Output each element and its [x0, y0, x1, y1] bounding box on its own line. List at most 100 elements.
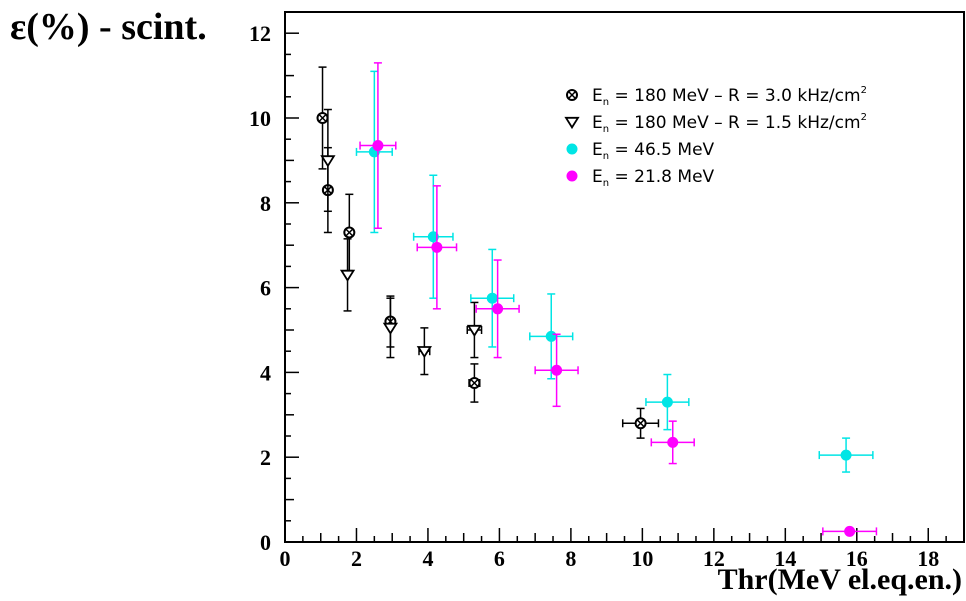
marker-triangle [320, 155, 336, 168]
point-marker [844, 525, 856, 537]
legend-entry: En = 180 MeV – R = 3.0 kHz/cm2 [566, 85, 867, 108]
data-point [645, 373, 690, 431]
legend-marker [564, 116, 580, 130]
x-tick-label: 10 [631, 546, 653, 571]
point-marker [339, 269, 356, 282]
marker-dot [566, 170, 578, 182]
point-marker [545, 330, 557, 342]
point-marker [431, 241, 443, 253]
point-marker [661, 396, 673, 408]
legend-entry: En = 46.5 MeV [566, 140, 715, 162]
y-tick-label: 4 [260, 360, 271, 385]
marker-dot [372, 140, 384, 152]
marker-dot [667, 436, 679, 448]
marker-dot [492, 303, 504, 315]
data-point [412, 174, 454, 299]
marker-dot [566, 143, 578, 155]
x-tick-label: 4 [422, 546, 433, 571]
data-point [416, 185, 458, 310]
legend-label: En = 21.8 MeV [592, 167, 715, 189]
data-point [339, 238, 356, 312]
point-marker [840, 449, 852, 461]
marker-cross [636, 419, 645, 428]
x-tick-label: 6 [494, 546, 505, 571]
data-point [316, 66, 329, 170]
y-tick-label: 0 [260, 530, 271, 555]
marker-dot [486, 292, 498, 304]
legend-marker [566, 143, 578, 155]
data-point [650, 420, 695, 465]
point-marker [427, 231, 439, 243]
data-point [466, 301, 483, 359]
point-marker [667, 436, 679, 448]
x-tick-label: 16 [846, 546, 868, 571]
series-4 [359, 62, 878, 537]
series-2 [320, 108, 483, 376]
marker-dot [844, 525, 856, 537]
marker-dot [551, 364, 563, 376]
legend-entry: En = 21.8 MeV [566, 167, 715, 189]
data-point [416, 327, 432, 376]
point-marker [634, 417, 647, 430]
point-marker [551, 364, 563, 376]
data-point [621, 407, 660, 439]
x-tick-label: 14 [774, 546, 796, 571]
marker-triangle [416, 346, 432, 359]
data-point [382, 297, 399, 359]
y-tick-label: 2 [260, 445, 271, 470]
point-marker [416, 346, 432, 359]
point-marker [466, 324, 483, 338]
marker-triangle [466, 324, 483, 338]
axes: 0 2 4 6 8 10 12 14 16 18 0 2 4 6 8 10 12 [249, 11, 965, 571]
x-tick-label: 8 [565, 546, 576, 571]
data-point [343, 193, 356, 272]
marker-dot [661, 396, 673, 408]
marker-triangle [339, 269, 356, 282]
data-point [470, 248, 515, 348]
point-marker [372, 140, 384, 152]
series-1 [316, 66, 660, 439]
marker-dot [431, 241, 443, 253]
point-marker [486, 292, 498, 304]
y-tick-label: 10 [249, 106, 271, 131]
point-marker [492, 303, 504, 315]
data-point [320, 108, 336, 213]
data-point [818, 437, 874, 473]
x-tick-label: 2 [351, 546, 362, 571]
data-points [316, 62, 878, 537]
marker-dot [427, 231, 439, 243]
point-marker [320, 155, 336, 168]
marker-cross [345, 228, 354, 237]
legend: En = 180 MeV – R = 3.0 kHz/cm2 En = 180 M… [564, 85, 867, 189]
x-tick-label: 18 [917, 546, 939, 571]
marker-triangle [564, 116, 580, 130]
legend-marker [566, 89, 578, 101]
y-tick-label: 8 [260, 191, 271, 216]
point-marker [316, 112, 329, 124]
data-point [529, 293, 574, 380]
y-tick-label: 6 [260, 276, 271, 301]
marker-cross [470, 378, 479, 388]
data-point [534, 333, 579, 408]
series-3 [355, 70, 874, 473]
data-point [475, 259, 520, 359]
point-marker [382, 322, 399, 335]
legend-entry: En = 180 MeV – R = 1.5 kHz/cm2 [564, 112, 867, 135]
legend-label: En = 180 MeV – R = 1.5 kHz/cm2 [592, 112, 867, 135]
y-axis-label: ε(%) - scint. [10, 6, 207, 48]
point-marker [343, 226, 356, 239]
point-marker [468, 377, 481, 389]
x-axis-label: Thr(MeV el.eq.en.) [717, 563, 962, 596]
x-tick-label: 12 [703, 546, 725, 571]
data-point [468, 363, 481, 403]
marker-cross [318, 113, 327, 123]
x-tick-label: 0 [280, 546, 291, 571]
marker-triangle [382, 322, 399, 335]
y-tick-label: 12 [249, 21, 271, 46]
marker-dot [545, 330, 557, 342]
data-point [822, 525, 878, 537]
data-point [359, 62, 397, 229]
marker-cross [567, 90, 577, 100]
